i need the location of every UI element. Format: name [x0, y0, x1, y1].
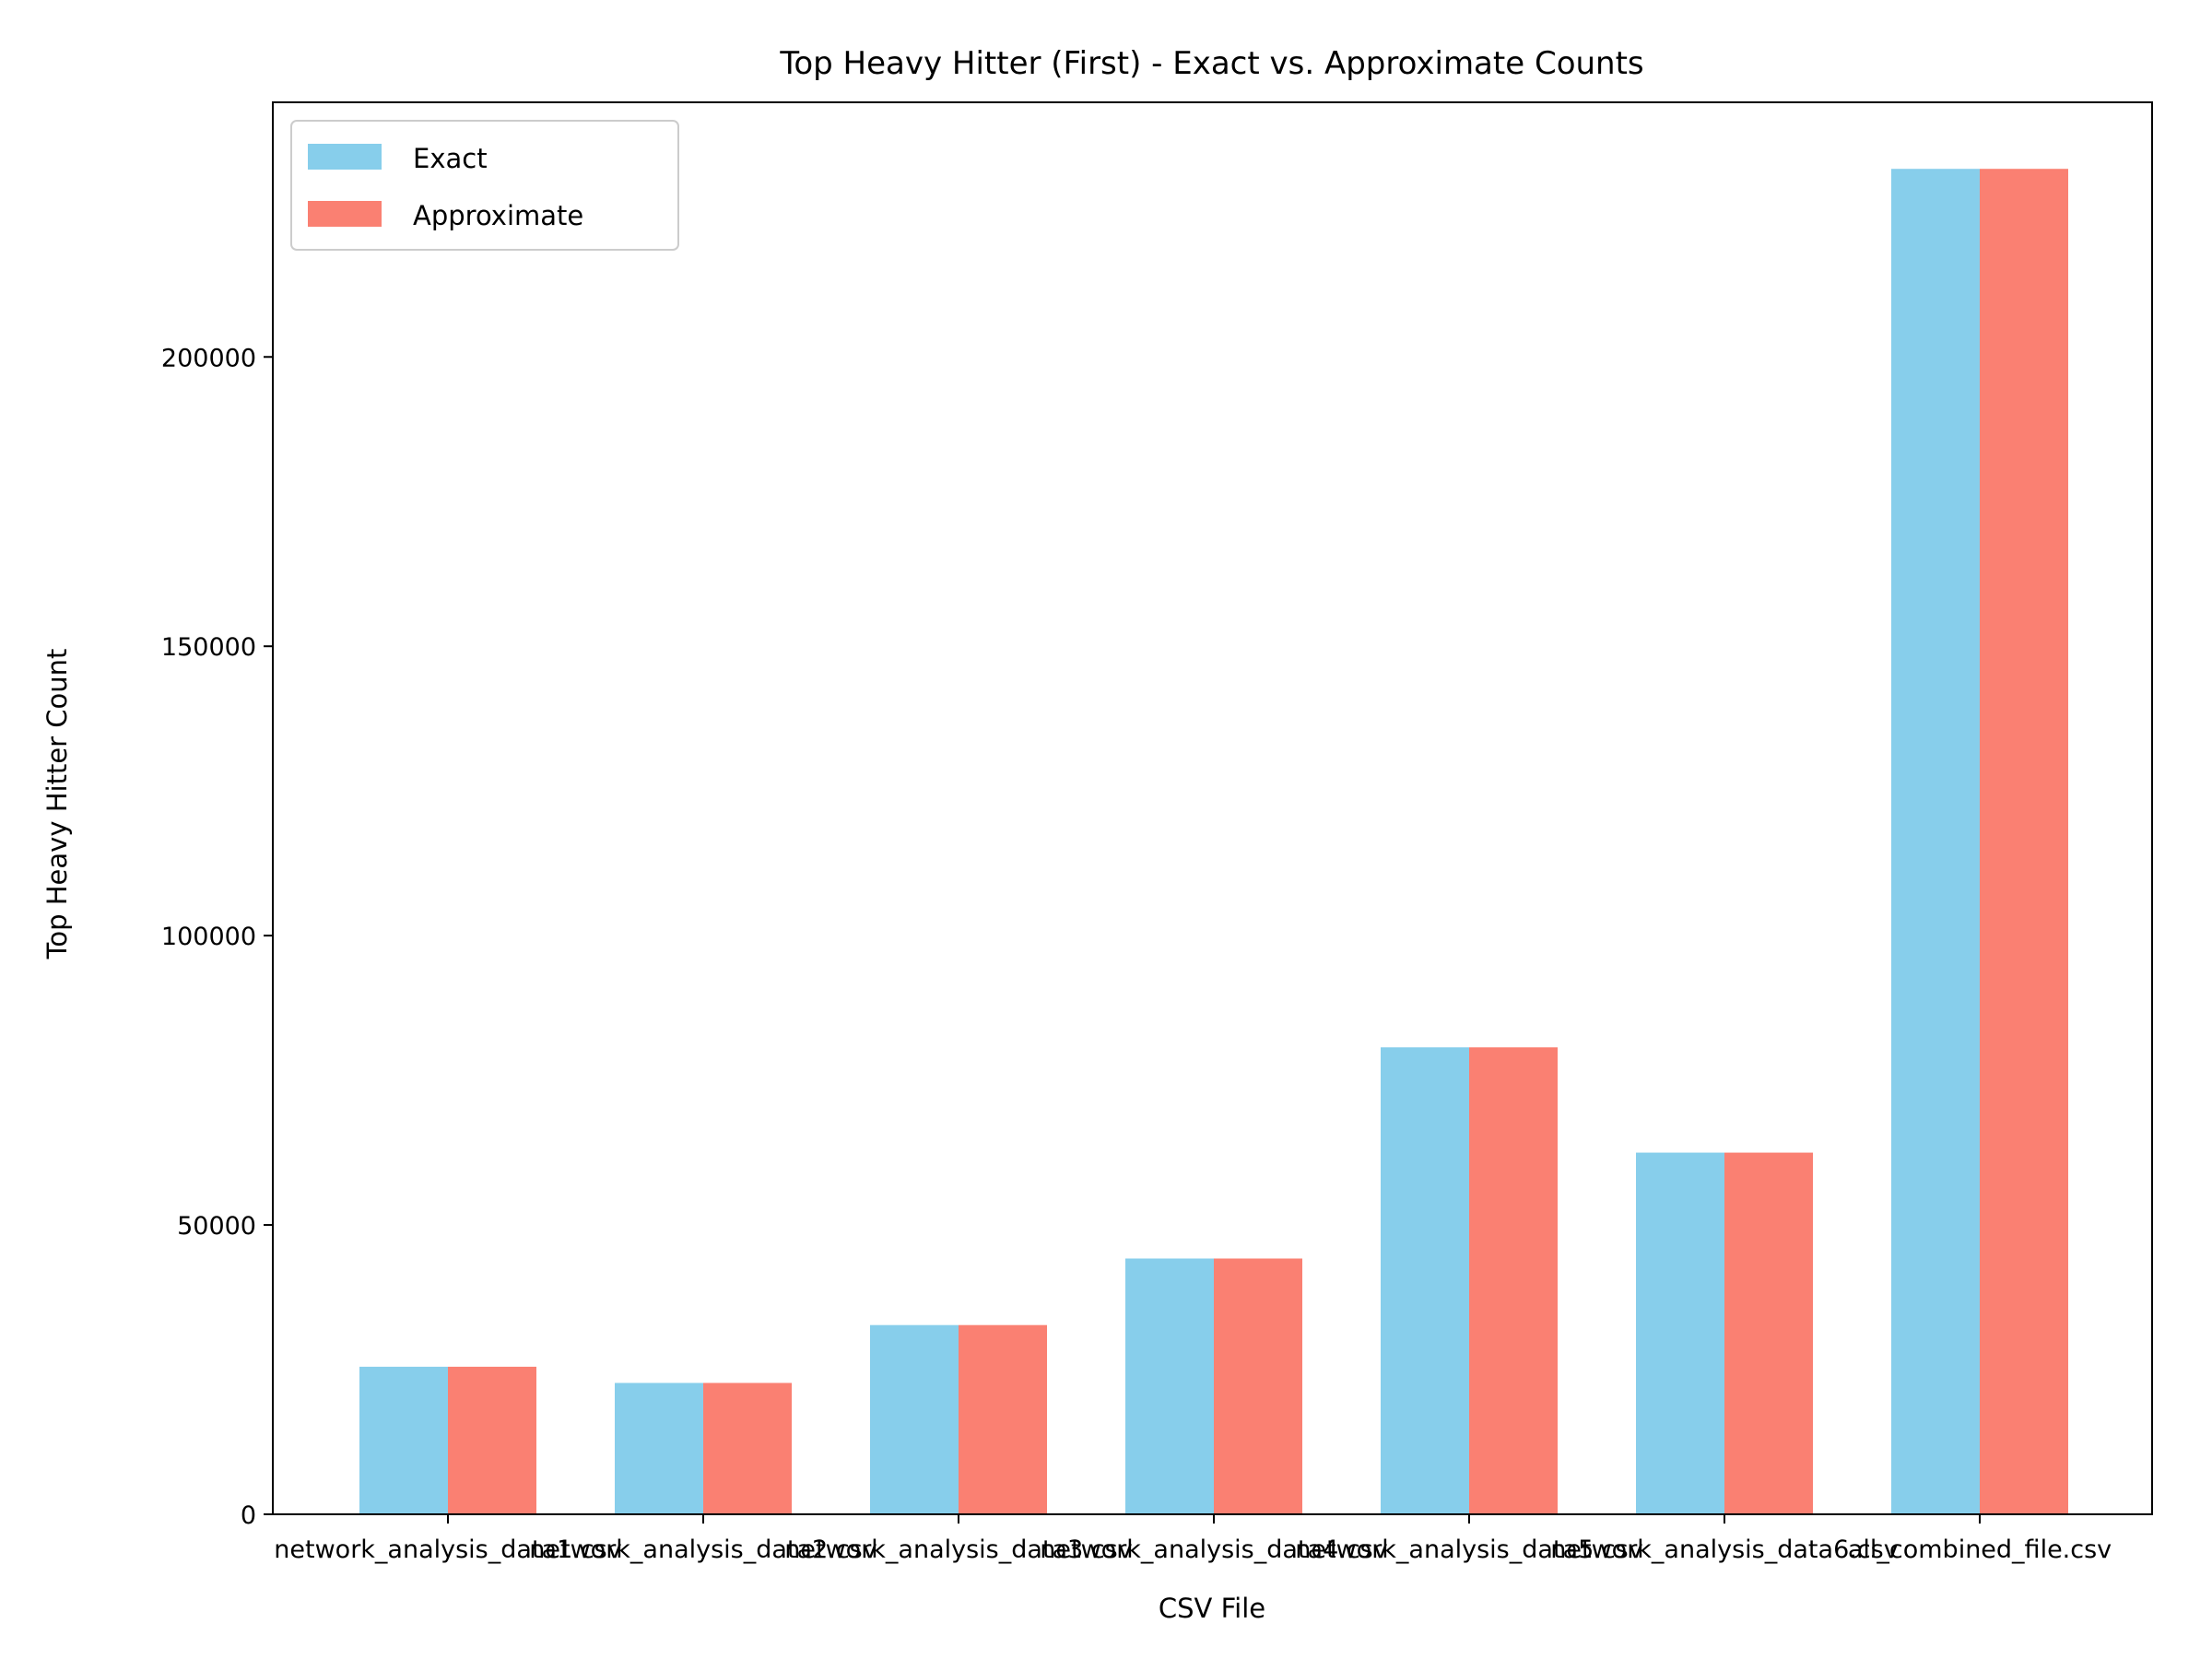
bar-approximate-4: [1214, 1258, 1302, 1514]
legend: Exact Approximate: [290, 120, 679, 251]
x-axis-label: CSV File: [1159, 1593, 1265, 1624]
y-tick-label: 150000: [161, 633, 256, 662]
legend-box: [290, 120, 679, 251]
chart-title: Top Heavy Hitter (First) - Exact vs. App…: [779, 45, 1643, 82]
x-tick-label: network_analysis_data4.csv: [1040, 1535, 1387, 1564]
x-tick-label: network_analysis_data2.csv: [529, 1535, 877, 1564]
bar-approximate-5: [1469, 1047, 1558, 1514]
y-tick-label: 0: [241, 1501, 256, 1530]
legend-swatch-exact: [308, 144, 382, 170]
legend-label-exact: Exact: [413, 143, 488, 174]
bar-exact-4: [1125, 1258, 1214, 1514]
plot-frame: [272, 101, 2153, 1515]
x-tick-label: network_analysis_data5.csv: [1295, 1535, 1642, 1564]
x-tick-label: network_analysis_data6.csv: [1550, 1535, 1898, 1564]
bar-exact-5: [1381, 1047, 1469, 1514]
bar-exact-7: [1891, 169, 1980, 1514]
x-tick-label: network_analysis_data3.csv: [784, 1535, 1132, 1564]
bar-exact-2: [615, 1382, 703, 1514]
bar-approximate-1: [448, 1366, 536, 1514]
legend-label-approximate: Approximate: [413, 200, 583, 231]
bar-approximate-2: [703, 1382, 792, 1514]
bar-exact-3: [870, 1324, 959, 1514]
bar-approximate-3: [959, 1324, 1047, 1514]
y-tick-label: 100000: [161, 923, 256, 951]
y-axis-label: Top Heavy Hitter Count: [41, 649, 73, 960]
y-tick-label: 50000: [177, 1212, 256, 1241]
legend-swatch-approximate: [308, 201, 382, 227]
bar-exact-1: [359, 1366, 448, 1514]
bar-approximate-6: [1724, 1152, 1813, 1514]
plot-area: 0 50000 100000 150000 200000 network_analysis…: [161, 101, 2153, 1564]
x-tick-label: network_analysis_data1.csv: [274, 1535, 621, 1564]
bar-approximate-7: [1980, 169, 2068, 1514]
bar-exact-6: [1636, 1152, 1724, 1514]
y-tick-label: 200000: [161, 344, 256, 372]
x-tick-label: all_combined_file.csv: [1848, 1535, 2112, 1564]
